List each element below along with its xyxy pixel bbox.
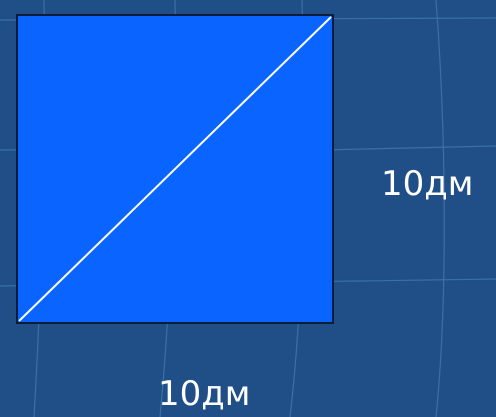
square-diagram [16, 14, 334, 324]
side-length-label-bottom: 10дм [158, 374, 251, 414]
diagonal-line [18, 16, 332, 322]
side-length-label-right: 10дм [381, 164, 474, 204]
